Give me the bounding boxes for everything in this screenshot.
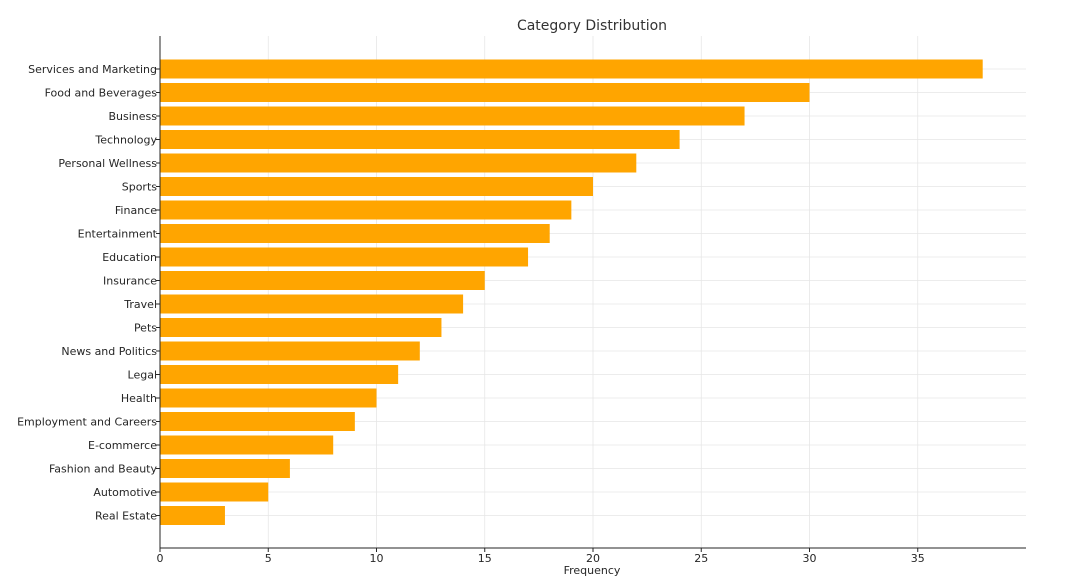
bar-technology [160, 130, 680, 149]
y-tick-label: Automotive [93, 486, 157, 499]
x-tick-label: 5 [265, 552, 272, 565]
bar-legal [160, 365, 399, 384]
bar-pets [160, 318, 442, 337]
x-tick-label: 25 [694, 552, 708, 565]
bar-automotive [160, 482, 269, 502]
bar-business [160, 106, 745, 126]
x-tick-label: 30 [803, 552, 817, 565]
y-tick-label: E-commerce [88, 439, 157, 452]
y-tick-label: Personal Wellness [58, 157, 157, 170]
bar-finance [160, 200, 572, 220]
bar-health [160, 388, 377, 408]
y-tick-labels: Services and Marketing Food and Beverages… [17, 63, 158, 523]
bar-employment-and-careers [160, 412, 355, 431]
bar-sports [160, 177, 593, 196]
bar-entertainment [160, 224, 550, 243]
y-tick-label: Legal [128, 369, 157, 382]
y-tick-label: Food and Beverages [45, 87, 158, 100]
bars-layer [160, 59, 983, 525]
y-tick-label: News and Politics [61, 345, 157, 358]
x-tick-label: 35 [911, 552, 925, 565]
bar-services-and-marketing [160, 59, 983, 79]
bar-real-estate [160, 506, 225, 525]
axes-layer [156, 36, 1026, 552]
bar-news-and-politics [160, 341, 420, 361]
y-tick-label: Entertainment [78, 228, 158, 241]
x-tick-labels: 0 5 10 15 20 25 30 35 [157, 552, 925, 565]
x-tick-label: 15 [478, 552, 492, 565]
bar-insurance [160, 271, 485, 290]
bar-e-commerce [160, 435, 334, 455]
x-tick-label: 20 [586, 552, 600, 565]
y-tick-label: Insurance [103, 275, 157, 288]
x-axis-label: Frequency [564, 564, 621, 577]
chart-title: Category Distribution [517, 18, 667, 34]
y-tick-label: Finance [115, 204, 157, 217]
bar-travel [160, 294, 464, 314]
y-tick-label: Business [108, 110, 157, 123]
y-tick-label: Technology [94, 134, 157, 147]
y-tick-label: Fashion and Beauty [49, 463, 158, 476]
y-tick-label: Travel [123, 298, 157, 311]
bar-personal-wellness [160, 153, 637, 173]
y-tick-label: Health [121, 392, 157, 405]
bar-fashion-and-beauty [160, 459, 290, 478]
bar-education [160, 247, 529, 267]
x-tick-label: 0 [157, 552, 164, 565]
y-tick-label: Employment and Careers [17, 416, 157, 429]
y-tick-label: Real Estate [95, 510, 157, 523]
y-tick-label: Pets [134, 322, 157, 335]
x-tick-label: 10 [370, 552, 384, 565]
y-tick-label: Sports [122, 181, 158, 194]
y-tick-label: Services and Marketing [28, 63, 157, 76]
bar-food-and-beverages [160, 83, 810, 102]
y-tick-label: Education [102, 251, 157, 264]
